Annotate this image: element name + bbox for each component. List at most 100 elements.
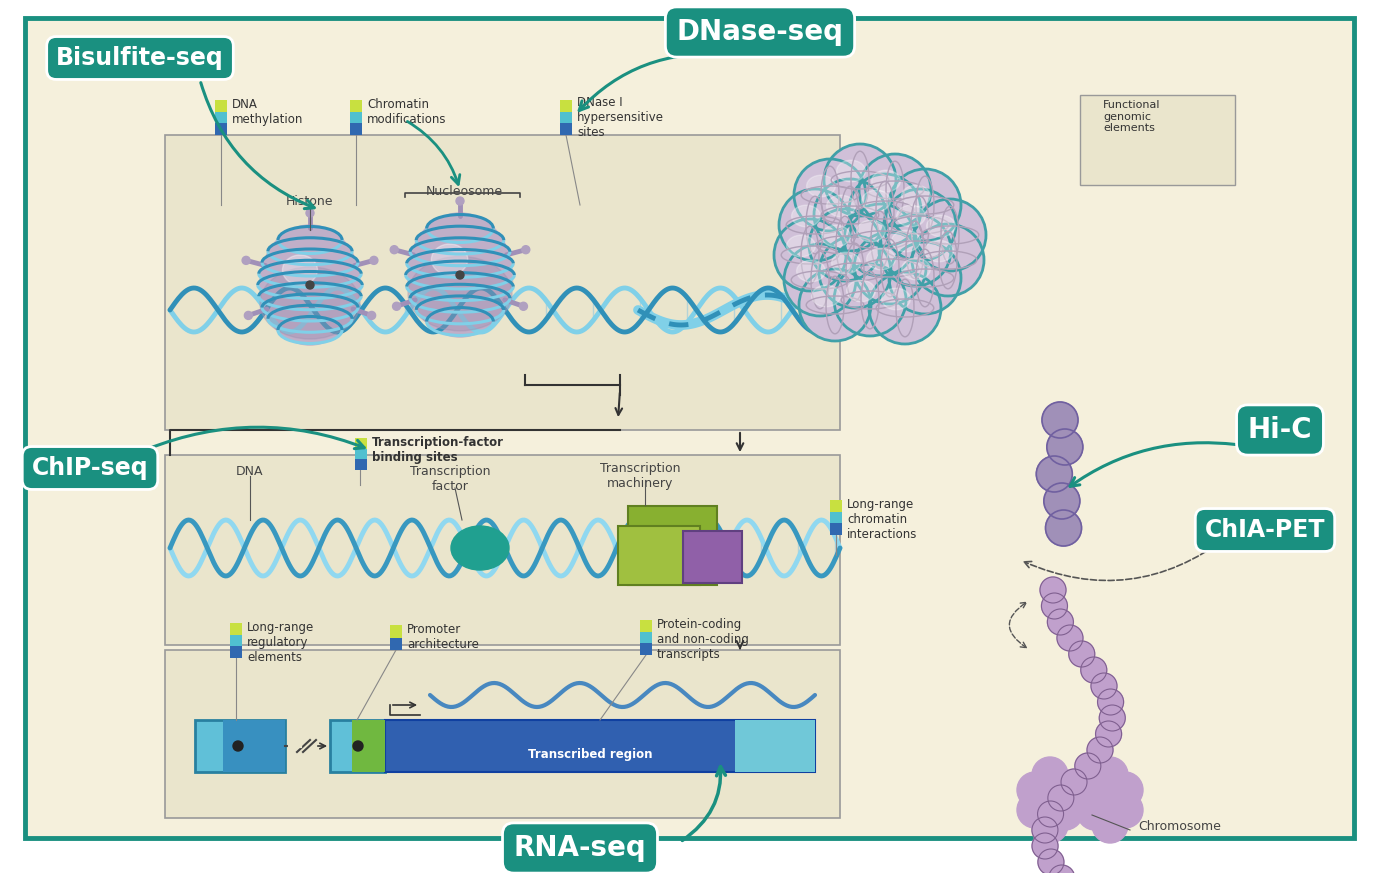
FancyBboxPatch shape — [618, 526, 701, 585]
Circle shape — [1047, 429, 1083, 465]
Circle shape — [353, 741, 363, 751]
Ellipse shape — [847, 280, 876, 302]
FancyBboxPatch shape — [640, 620, 652, 632]
Circle shape — [1060, 769, 1087, 795]
Ellipse shape — [792, 205, 821, 227]
Circle shape — [521, 245, 530, 254]
FancyBboxPatch shape — [354, 459, 367, 470]
Circle shape — [370, 257, 378, 265]
Text: Transcription-factor
binding sites: Transcription-factor binding sites — [372, 436, 503, 464]
Circle shape — [1031, 833, 1058, 859]
FancyBboxPatch shape — [830, 500, 843, 512]
Text: Protein-coding
and non-coding
transcripts: Protein-coding and non-coding transcript… — [656, 618, 749, 661]
Circle shape — [1091, 673, 1117, 699]
Circle shape — [1047, 794, 1083, 830]
Ellipse shape — [844, 204, 916, 276]
Ellipse shape — [261, 267, 360, 339]
Circle shape — [1095, 721, 1121, 747]
Circle shape — [1077, 794, 1113, 830]
Circle shape — [233, 741, 243, 751]
FancyBboxPatch shape — [194, 720, 285, 772]
Circle shape — [306, 281, 314, 289]
FancyBboxPatch shape — [560, 112, 572, 123]
Circle shape — [1016, 792, 1054, 828]
Ellipse shape — [862, 190, 891, 212]
Circle shape — [1107, 772, 1143, 808]
Ellipse shape — [892, 230, 920, 251]
Circle shape — [1099, 705, 1125, 731]
Circle shape — [368, 312, 375, 320]
Ellipse shape — [826, 196, 855, 217]
Ellipse shape — [825, 144, 896, 216]
Circle shape — [1092, 807, 1128, 843]
Circle shape — [243, 257, 250, 265]
Ellipse shape — [884, 189, 956, 261]
Ellipse shape — [408, 213, 512, 337]
Ellipse shape — [794, 159, 866, 231]
Ellipse shape — [912, 224, 985, 296]
Ellipse shape — [881, 288, 910, 310]
Circle shape — [1048, 785, 1074, 811]
FancyBboxPatch shape — [560, 100, 572, 112]
Ellipse shape — [832, 252, 860, 274]
Ellipse shape — [807, 175, 836, 196]
Circle shape — [1031, 817, 1058, 843]
Circle shape — [1036, 456, 1073, 492]
Circle shape — [1040, 577, 1066, 603]
Text: Nucleosome: Nucleosome — [426, 185, 502, 198]
Circle shape — [1016, 772, 1054, 808]
Text: RNA-seq: RNA-seq — [513, 834, 647, 862]
Circle shape — [1098, 689, 1124, 715]
Circle shape — [390, 245, 399, 254]
FancyBboxPatch shape — [1087, 114, 1099, 127]
Circle shape — [1077, 770, 1113, 806]
Circle shape — [1092, 757, 1128, 793]
FancyBboxPatch shape — [165, 650, 840, 818]
Ellipse shape — [872, 170, 900, 192]
FancyBboxPatch shape — [230, 623, 241, 635]
Ellipse shape — [854, 232, 927, 304]
FancyBboxPatch shape — [1080, 95, 1236, 185]
FancyBboxPatch shape — [350, 112, 363, 123]
FancyBboxPatch shape — [640, 643, 652, 655]
FancyBboxPatch shape — [215, 123, 228, 135]
Ellipse shape — [889, 242, 961, 314]
Ellipse shape — [856, 220, 885, 242]
Circle shape — [1031, 757, 1067, 793]
FancyBboxPatch shape — [830, 512, 843, 523]
Circle shape — [1069, 641, 1095, 667]
Ellipse shape — [834, 264, 906, 336]
FancyBboxPatch shape — [1087, 127, 1099, 138]
Text: ChIA-PET: ChIA-PET — [1205, 518, 1325, 542]
Ellipse shape — [432, 244, 467, 275]
Circle shape — [1087, 737, 1113, 763]
Text: DNA: DNA — [236, 465, 263, 478]
Text: Bisulfite-seq: Bisulfite-seq — [57, 46, 223, 70]
Ellipse shape — [779, 189, 851, 261]
FancyBboxPatch shape — [215, 100, 228, 112]
Ellipse shape — [272, 266, 361, 320]
Ellipse shape — [798, 269, 872, 341]
Ellipse shape — [859, 154, 931, 226]
Ellipse shape — [869, 272, 940, 344]
Text: Chromatin
modifications: Chromatin modifications — [367, 98, 447, 126]
FancyBboxPatch shape — [330, 720, 385, 772]
Circle shape — [1045, 510, 1081, 546]
FancyBboxPatch shape — [830, 523, 843, 535]
Circle shape — [1044, 483, 1080, 519]
Circle shape — [393, 302, 400, 310]
Ellipse shape — [902, 185, 931, 207]
Circle shape — [456, 271, 463, 279]
Ellipse shape — [837, 161, 866, 182]
Text: Chromosome: Chromosome — [1138, 820, 1220, 833]
Ellipse shape — [924, 240, 953, 262]
Ellipse shape — [812, 285, 840, 306]
Ellipse shape — [451, 526, 509, 570]
Text: ChIP-seq: ChIP-seq — [32, 456, 149, 480]
FancyBboxPatch shape — [230, 646, 241, 658]
FancyBboxPatch shape — [352, 720, 385, 772]
Text: Long-range
chromatin
interactions: Long-range chromatin interactions — [847, 498, 917, 541]
Circle shape — [1048, 865, 1074, 873]
FancyBboxPatch shape — [640, 632, 652, 643]
Ellipse shape — [819, 236, 891, 308]
